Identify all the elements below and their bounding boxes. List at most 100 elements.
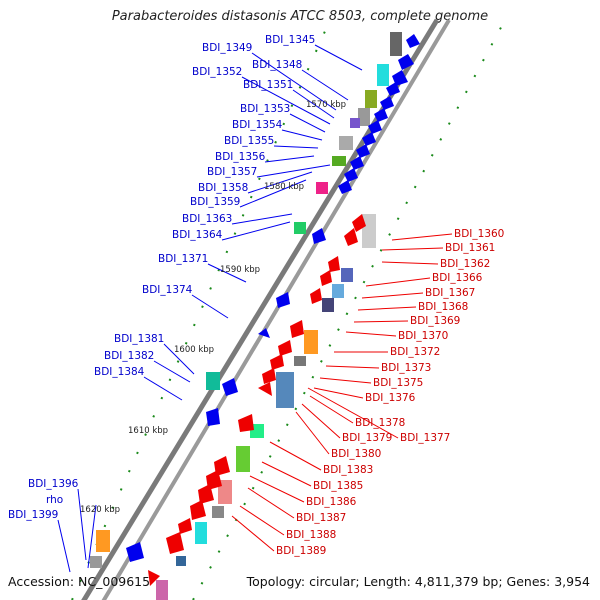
scale-mark-label: 1570 kbp bbox=[306, 100, 346, 110]
scale-mark-label: 1580 kbp bbox=[264, 182, 304, 192]
leader-line bbox=[231, 515, 275, 552]
leader-line bbox=[281, 129, 323, 141]
leader-line bbox=[325, 365, 380, 369]
gene-block bbox=[304, 330, 318, 354]
forward-gene-label: BDI_1349 bbox=[202, 42, 252, 54]
leader-line bbox=[301, 403, 341, 439]
forward-gene-arrow bbox=[380, 96, 394, 110]
leader-line bbox=[221, 221, 291, 241]
forward-gene-arrow bbox=[398, 54, 414, 70]
leader-line bbox=[313, 387, 364, 399]
forward-gene-label: BDI_1364 bbox=[172, 229, 223, 241]
leader-line bbox=[143, 376, 183, 401]
reverse-gene-arrow bbox=[278, 340, 292, 356]
reverse-gene-label: BDI_1387 bbox=[296, 512, 346, 524]
gene-block bbox=[365, 90, 377, 108]
forward-gene-label: BDI_1357 bbox=[207, 166, 257, 178]
leader-line bbox=[345, 331, 397, 337]
reverse-gene-label: BDI_1360 bbox=[454, 228, 504, 240]
leader-line bbox=[247, 171, 313, 194]
leader-line bbox=[319, 377, 372, 384]
scale-mark-label: 1600 kbp bbox=[174, 345, 214, 355]
gene-block bbox=[90, 556, 102, 568]
forward-gene-label: BDI_1352 bbox=[192, 66, 242, 78]
leader-line bbox=[231, 213, 293, 225]
reverse-gene-label: BDI_1379 bbox=[342, 432, 392, 444]
gene-block bbox=[332, 156, 346, 166]
leader-line bbox=[301, 69, 349, 101]
gene-block bbox=[156, 580, 168, 600]
gene-block bbox=[236, 446, 250, 472]
forward-gene-arrow bbox=[276, 292, 290, 308]
leader-line bbox=[256, 164, 331, 178]
outer-track-guide bbox=[192, 19, 506, 600]
gene-block bbox=[322, 298, 334, 312]
label-leader-lines bbox=[57, 44, 453, 573]
reverse-gene-arrow bbox=[270, 354, 284, 370]
gene-block bbox=[212, 506, 224, 518]
gene-block bbox=[206, 372, 220, 390]
leader-line bbox=[353, 320, 409, 323]
reverse-gene-label: BDI_1368 bbox=[418, 301, 468, 313]
reverse-gene-label: BDI_1377 bbox=[400, 432, 450, 444]
leader-line bbox=[295, 411, 330, 455]
forward-gene-label: BDI_1351 bbox=[243, 79, 293, 91]
forward-gene-arrow bbox=[406, 34, 420, 48]
forward-gene-label: BDI_1359 bbox=[190, 196, 240, 208]
leader-line bbox=[365, 277, 431, 287]
reverse-gene-label: BDI_1380 bbox=[331, 448, 381, 460]
gene-block bbox=[96, 530, 110, 552]
forward-gene-label: BDI_1374 bbox=[142, 284, 193, 296]
leader-line bbox=[239, 505, 285, 536]
reverse-gene-label: BDI_1362 bbox=[440, 258, 490, 270]
leader-line bbox=[153, 360, 191, 383]
reverse-gene-label: BDI_1383 bbox=[323, 464, 373, 476]
leader-line bbox=[251, 52, 337, 111]
reverse-gene-label: BDI_1361 bbox=[445, 242, 495, 254]
reverse-gene-arrow bbox=[198, 484, 214, 504]
forward-strand-arrows bbox=[126, 34, 420, 562]
forward-gene-arrow bbox=[362, 132, 376, 146]
forward-gene-label: BDI_1396 bbox=[28, 478, 79, 490]
forward-gene-label: BDI_1348 bbox=[252, 59, 302, 71]
forward-gene-label: BDI_1345 bbox=[265, 34, 315, 46]
leader-line bbox=[381, 247, 444, 251]
leader-line bbox=[381, 261, 439, 265]
leader-line bbox=[357, 306, 417, 311]
reverse-gene-label: BDI_1366 bbox=[432, 272, 483, 284]
reverse-gene-arrow bbox=[178, 518, 192, 534]
gene-block bbox=[341, 268, 353, 282]
gene-block bbox=[350, 118, 360, 128]
leader-line bbox=[264, 155, 315, 163]
scale-labels: 1570 kbp 1580 kbp 1590 kbp 1600 kbp 1610 kbp… bbox=[80, 100, 346, 515]
gene-block bbox=[377, 64, 389, 86]
reverse-gene-label: BDI_1373 bbox=[381, 362, 431, 374]
leader-line bbox=[269, 441, 322, 471]
forward-gene-label: BDI_1356 bbox=[215, 151, 266, 163]
reverse-gene-arrow bbox=[320, 270, 332, 286]
reverse-gene-label: BDI_1389 bbox=[276, 545, 326, 557]
forward-gene-arrow bbox=[258, 328, 270, 338]
forward-gene-arrow bbox=[386, 82, 400, 96]
leader-line bbox=[309, 395, 354, 424]
reverse-gene-label: BDI_1375 bbox=[373, 377, 423, 389]
leader-line bbox=[57, 519, 71, 573]
accession-label: Accession: bbox=[8, 574, 75, 589]
reverse-gene-label: BDI_1367 bbox=[425, 287, 475, 299]
map-title: Parabacteroides distasonis ATCC 8503, co… bbox=[111, 9, 489, 24]
forward-gene-arrow bbox=[374, 108, 388, 122]
reverse-gene-arrow bbox=[190, 500, 206, 520]
gene-block bbox=[339, 136, 353, 150]
accession-footer: Accession: NC_009615 bbox=[8, 574, 150, 589]
reverse-gene-arrow bbox=[352, 214, 366, 232]
reverse-gene-label: BDI_1386 bbox=[306, 496, 357, 508]
leader-line bbox=[241, 76, 331, 125]
leader-line bbox=[87, 504, 97, 569]
leader-line bbox=[207, 263, 247, 283]
forward-gene-blocks bbox=[90, 32, 402, 568]
forward-gene-label: BDI_1363 bbox=[182, 213, 232, 225]
reverse-gene-label: BDI_1378 bbox=[355, 417, 405, 429]
leader-line bbox=[314, 44, 363, 71]
leader-line bbox=[273, 145, 319, 149]
